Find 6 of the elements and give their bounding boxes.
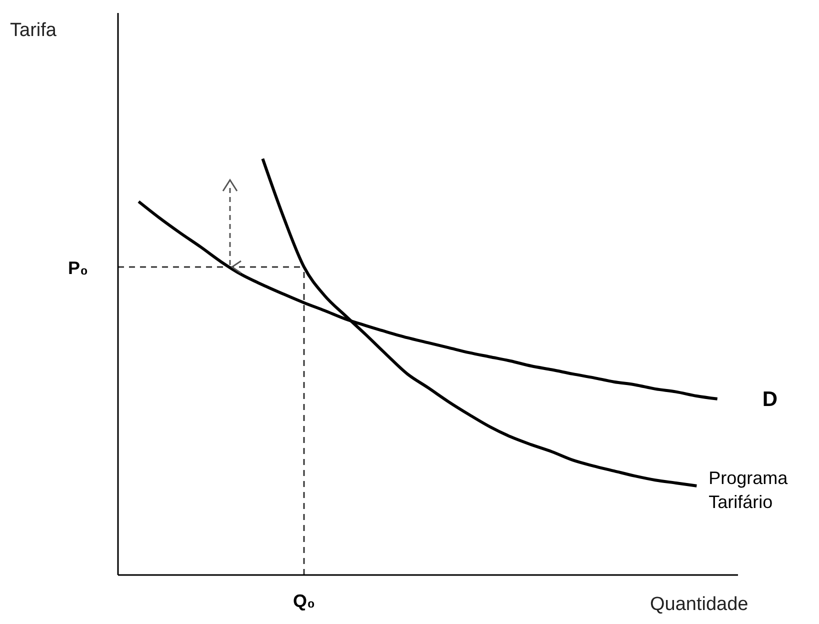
ref-line-label: P₀ bbox=[68, 258, 88, 278]
x-axis-title: Quantidade bbox=[650, 594, 748, 616]
text: Tarifa bbox=[10, 20, 57, 41]
series-label: Programa Tarifário bbox=[708, 468, 789, 512]
text: D bbox=[762, 388, 778, 411]
text: Q₀ bbox=[292, 591, 316, 611]
